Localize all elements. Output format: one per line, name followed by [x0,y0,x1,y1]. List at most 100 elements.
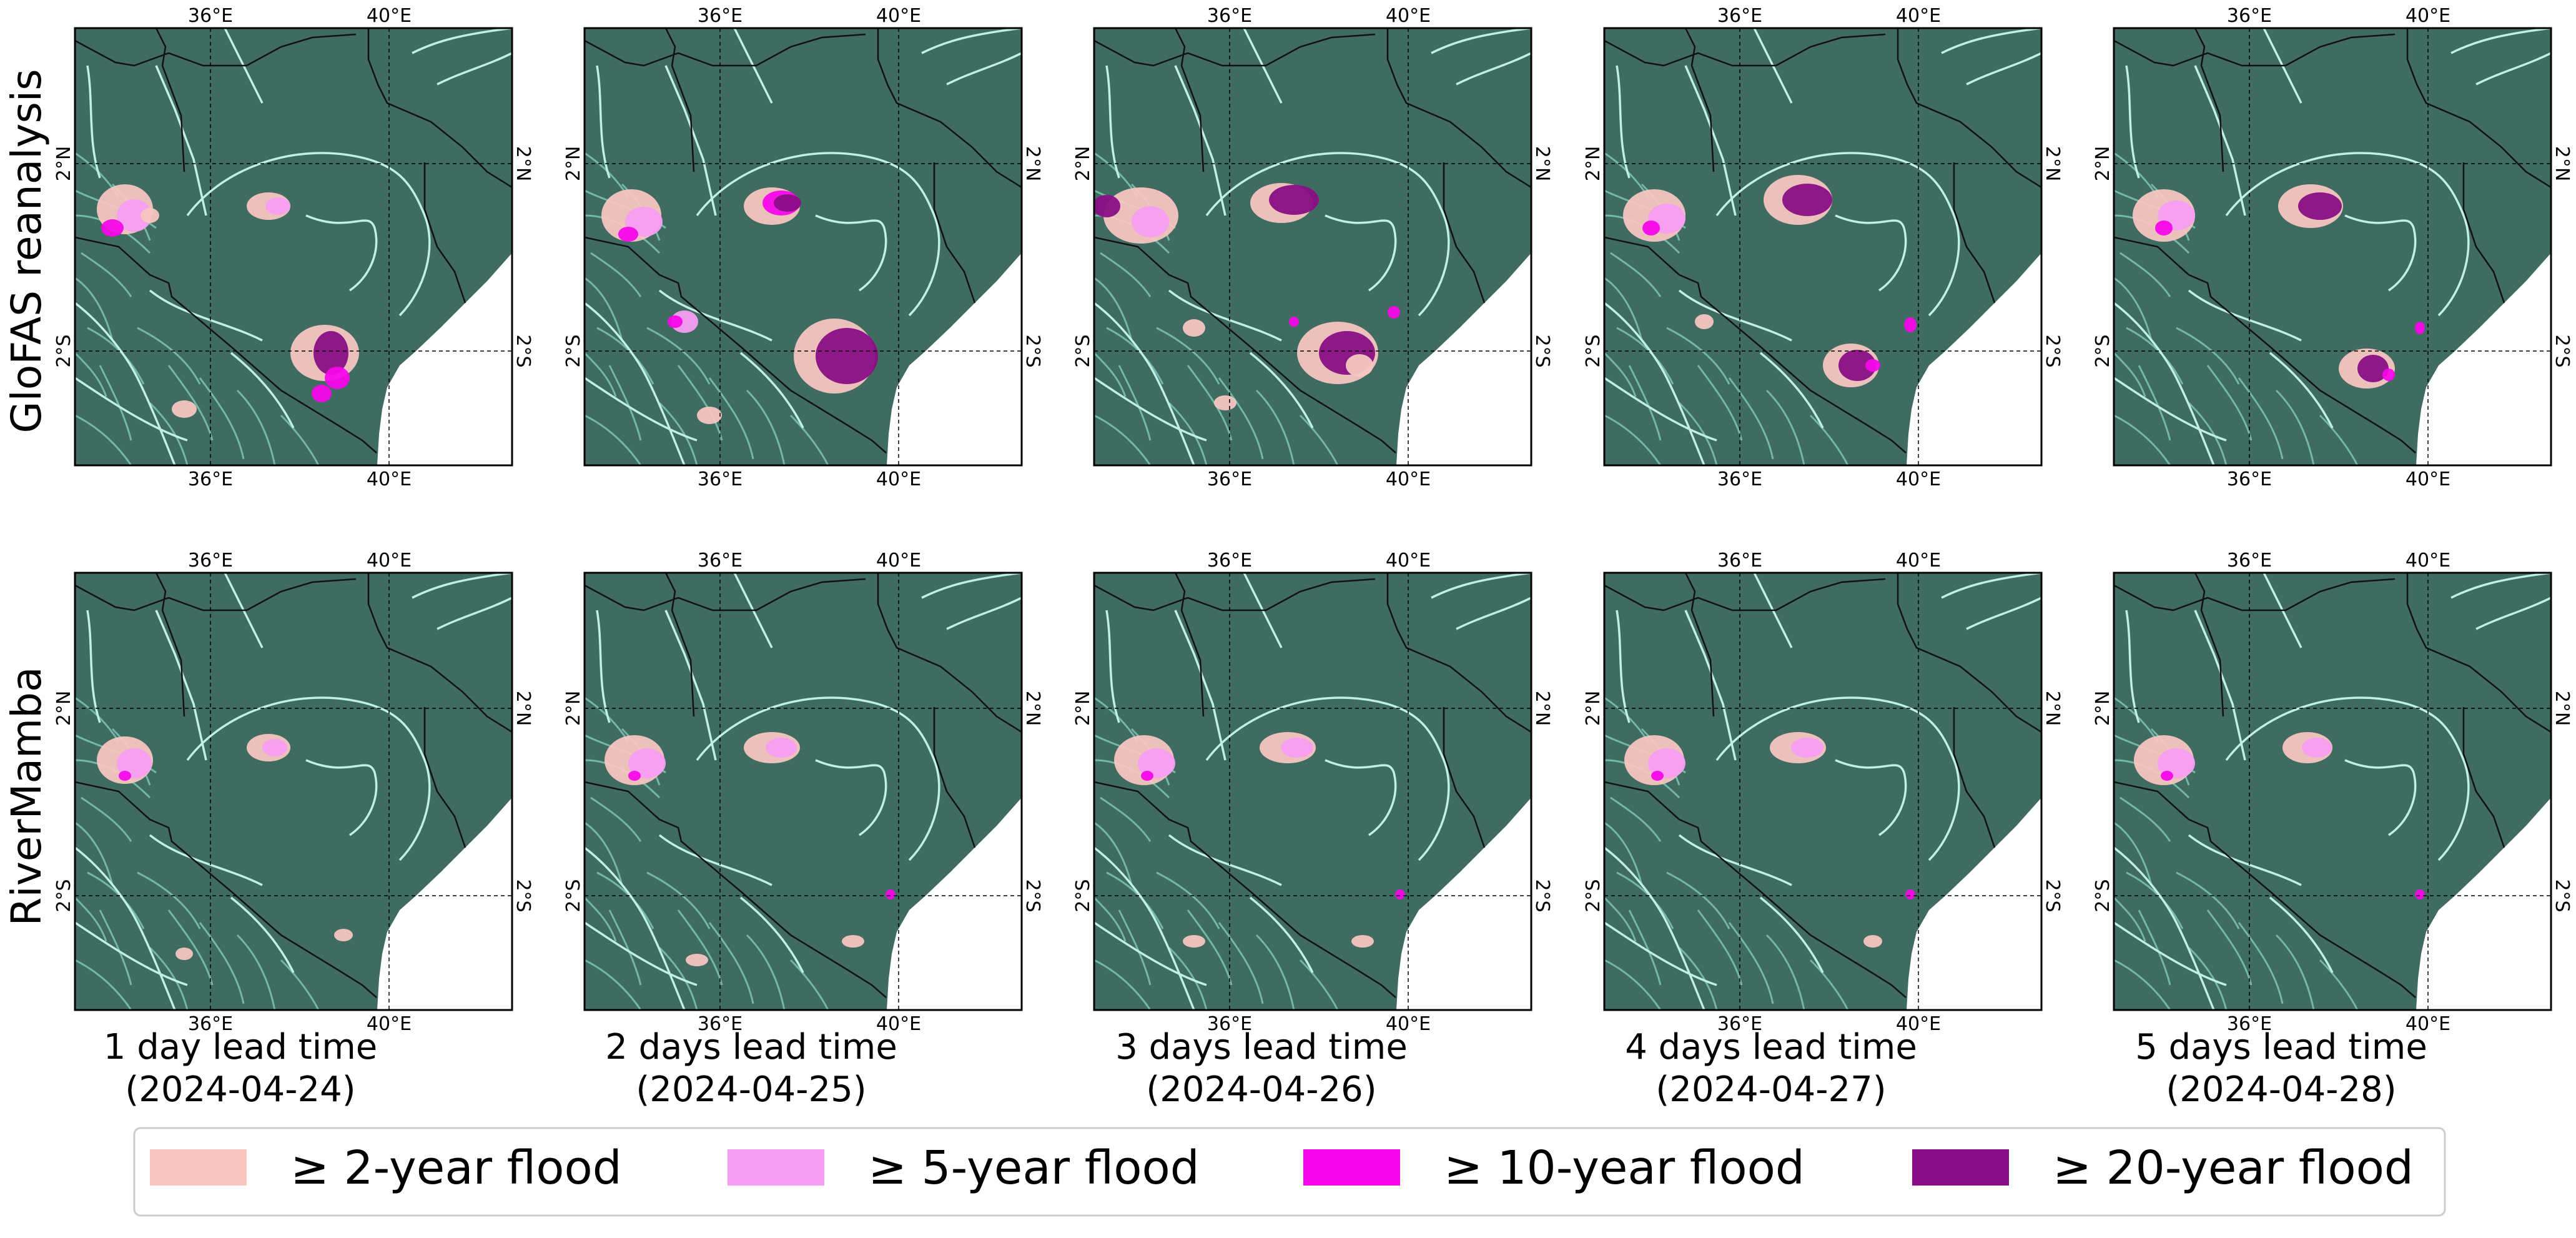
border-line [2114,236,2416,453]
lat-tick-left: 2°N [2092,691,2114,726]
flood-patch [842,935,864,948]
river-line [412,28,512,54]
river-line [1684,65,1737,216]
river-line [230,896,295,973]
river-line [1456,597,1531,630]
river-line [2114,352,2146,397]
river-line [1094,896,1127,942]
river-line [81,796,132,842]
river-line [1299,959,1339,1010]
sea [377,798,512,1010]
lat-tick-left: 2°S [53,334,75,367]
river-line [2475,52,2551,86]
lat-tick-right: 2°N [512,146,534,182]
map-panel-r1-c1: 36°E 36°E 40°E 40°E 2°N 2°N 2°S 2°S [53,5,534,490]
border-line [877,573,1022,733]
legend-swatch-10-year [1303,1149,1400,1186]
lat-tick-right: 2°N [2041,146,2063,182]
river-line [280,959,320,1010]
flood-patch [119,771,131,781]
country-borders [75,573,512,998]
sea [2416,253,2551,465]
flood-patch [1183,935,1205,948]
lat-tick-right: 2°N [2551,146,2573,182]
lon-tick-top: 40°E [1896,550,1941,572]
lat-tick-right: 2°S [2041,334,2063,367]
flood-patch [117,199,152,232]
river-line [199,377,245,460]
river-line [2344,759,2417,836]
map-content [1094,573,1531,1010]
lon-tick-top: 36°E [1717,5,1762,27]
river-line [1094,377,1207,442]
lon-tick-top: 36°E [188,550,233,572]
map-frame [2113,572,2552,1011]
flood-patch [1904,317,1917,332]
flood-patch [1905,889,1915,899]
river-line [1118,365,1152,441]
river-line [199,922,245,1004]
river-line [1616,610,1631,723]
river-line [75,959,132,1010]
border-line [1604,236,1907,453]
graticule [75,573,512,1010]
river-line [1249,352,1314,428]
lon-tick-top: 40°E [1896,5,1941,27]
lon-tick-top: 36°E [1207,5,1252,27]
flood-patch [334,929,353,941]
lon-tick-top: 36°E [1717,550,1762,572]
lat-tick-left: 2°S [1582,879,1604,912]
river-line [585,302,686,465]
legend-item-20-year: ≥ 20-year flood [1912,1141,2414,1195]
map-panel-r2-c3: 36°E 36°E 40°E 40°E 2°N 2°N 2°S 2°S [1072,550,1553,1035]
river-line [1765,934,1805,1010]
lat-tick-right: 2°S [2551,334,2573,367]
river-line [1809,959,1849,1010]
river-line [1094,302,1195,465]
border-line [1953,162,1996,304]
flood-areas [97,734,353,960]
river-line [1610,796,1662,842]
graticule [2114,28,2551,465]
flood-patch [325,367,350,389]
river-line [186,152,431,317]
border-line [585,578,866,612]
border-line [2114,33,2396,67]
lon-tick-top: 40°E [876,550,921,572]
border-line [367,573,512,733]
lon-tick-top: 40°E [367,5,412,27]
river-line [2120,796,2171,842]
flood-patch [1838,350,1876,381]
river-line [2125,610,2140,723]
map-panel-r1-c4: 36°E 36°E 40°E 40°E 2°N 2°N 2°S 2°S [1582,5,2063,490]
sea [1907,798,2041,1010]
lon-tick-top: 40°E [1386,5,1431,27]
graticule [1094,573,1531,1010]
lon-tick-bottom: 36°E [1717,468,1762,490]
river-line [2188,834,2302,886]
river-line [596,610,611,723]
border-line [1094,578,1376,612]
river-line [696,152,940,317]
river-line [585,352,617,397]
river-line [585,959,642,1010]
border-line [1386,573,1531,733]
river-line [1205,696,1450,861]
lon-tick-bottom: 40°E [1896,1013,1941,1035]
border-line [1174,573,1205,717]
border-line [1897,573,2041,733]
lat-tick-right: 2°S [2041,879,2063,912]
river-line [1697,365,1743,441]
flood-areas [601,187,878,424]
flood-patch [2161,771,2173,781]
lat-tick-right: 2°N [2551,691,2573,726]
legend-swatch-5-year [728,1149,824,1186]
flood-areas [1114,732,1405,948]
lat-tick-right: 2°S [512,879,534,912]
river-line [1255,934,1295,1010]
border-line [155,28,185,172]
border-line [155,573,185,717]
legend-label-20-year: ≥ 20-year flood [2053,1141,2414,1195]
river-line [1325,214,1397,292]
legend-swatch-20-year [1912,1149,2009,1186]
